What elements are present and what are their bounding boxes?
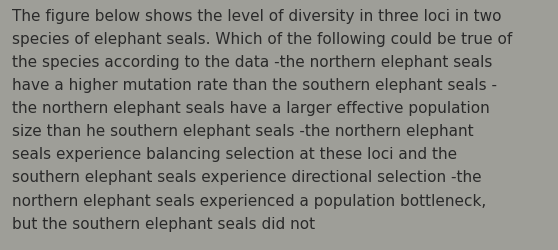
Text: the species according to the data -the northern elephant seals: the species according to the data -the n… — [12, 55, 493, 70]
Text: The figure below shows the level of diversity in three loci in two: The figure below shows the level of dive… — [12, 9, 502, 24]
Text: have a higher mutation rate than the southern elephant seals -: have a higher mutation rate than the sou… — [12, 78, 497, 93]
Text: species of elephant seals. Which of the following could be true of: species of elephant seals. Which of the … — [12, 32, 513, 47]
Text: southern elephant seals experience directional selection -the: southern elephant seals experience direc… — [12, 170, 482, 185]
Text: seals experience balancing selection at these loci and the: seals experience balancing selection at … — [12, 147, 458, 162]
Text: northern elephant seals experienced a population bottleneck,: northern elephant seals experienced a po… — [12, 193, 487, 208]
Text: size than he southern elephant seals -the northern elephant: size than he southern elephant seals -th… — [12, 124, 474, 139]
Text: but the southern elephant seals did not: but the southern elephant seals did not — [12, 216, 315, 231]
Text: the northern elephant seals have a larger effective population: the northern elephant seals have a large… — [12, 101, 490, 116]
